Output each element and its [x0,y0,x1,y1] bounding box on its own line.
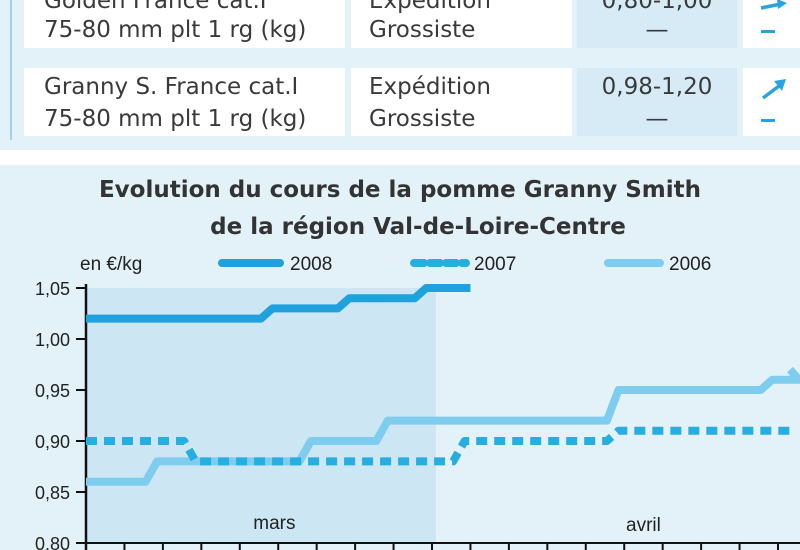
stage-expedition: Expédition [369,0,491,14]
price-grossiste: — [645,17,669,43]
table-row: Granny S. France cat.I 75-80 mm plt 1 rg… [24,68,800,136]
stage-grossiste: Grossiste [369,17,476,43]
product-spec: 75-80 mm plt 1 rg (kg) [44,17,307,43]
table-row: Golden France cat.I 75-80 mm plt 1 rg (k… [24,0,800,48]
product-name: Granny S. France cat.I [44,74,299,100]
price-grossiste: — [645,106,669,132]
stage-grossiste: Grossiste [369,106,476,132]
chart-title: Evolution du cours de la pomme Granny Sm… [99,177,701,203]
legend-label-2008: 2008 [290,254,332,275]
arrow-up-right-icon [760,0,787,10]
x-period-label-mars: mars [253,513,295,534]
price-cell: 0,98-1,20 — [577,68,737,136]
product-cell: Golden France cat.I 75-80 mm plt 1 rg (k… [24,0,345,48]
product-cell: Granny S. France cat.I 75-80 mm plt 1 rg… [24,68,345,136]
y-tick-label: 0,80 [35,534,70,550]
y-axis-unit-label: en €/kg [80,254,142,275]
legend-label-2007: 2007 [474,254,516,275]
trend-grossiste-dash [761,119,775,122]
stage-cell: Expédition Grossiste [351,0,572,48]
y-tick-label: 0,95 [35,381,70,401]
stage-cell: Expédition Grossiste [351,68,572,136]
series-line-2008 [86,284,471,323]
price-expedition: 0,80-1,00 [601,0,713,14]
trend-cell [743,0,800,48]
trend-cell [743,68,800,136]
y-tick-label: 1,05 [35,279,70,299]
arrow-up-icon [761,79,786,100]
chart-subtitle: de la région Val-de-Loire-Centre [210,214,626,240]
mars-period-shade [86,288,436,543]
y-tick-label: 0,90 [35,432,70,452]
y-tick-label: 0,85 [35,483,70,503]
trend-grossiste-dash [761,30,775,33]
series-line-2007 [86,426,790,466]
table-left-rule [10,0,12,140]
legend-label-2006: 2006 [669,254,711,275]
y-tick-label: 1,00 [35,330,70,350]
price-cell: 0,80-1,00 — [577,0,737,48]
x-period-label-avril: avril [626,515,661,536]
product-spec: 75-80 mm plt 1 rg (kg) [44,106,307,132]
product-name: Golden France cat.I [44,0,267,14]
stage-expedition: Expédition [369,74,491,100]
price-expedition: 0,98-1,20 [601,74,713,100]
